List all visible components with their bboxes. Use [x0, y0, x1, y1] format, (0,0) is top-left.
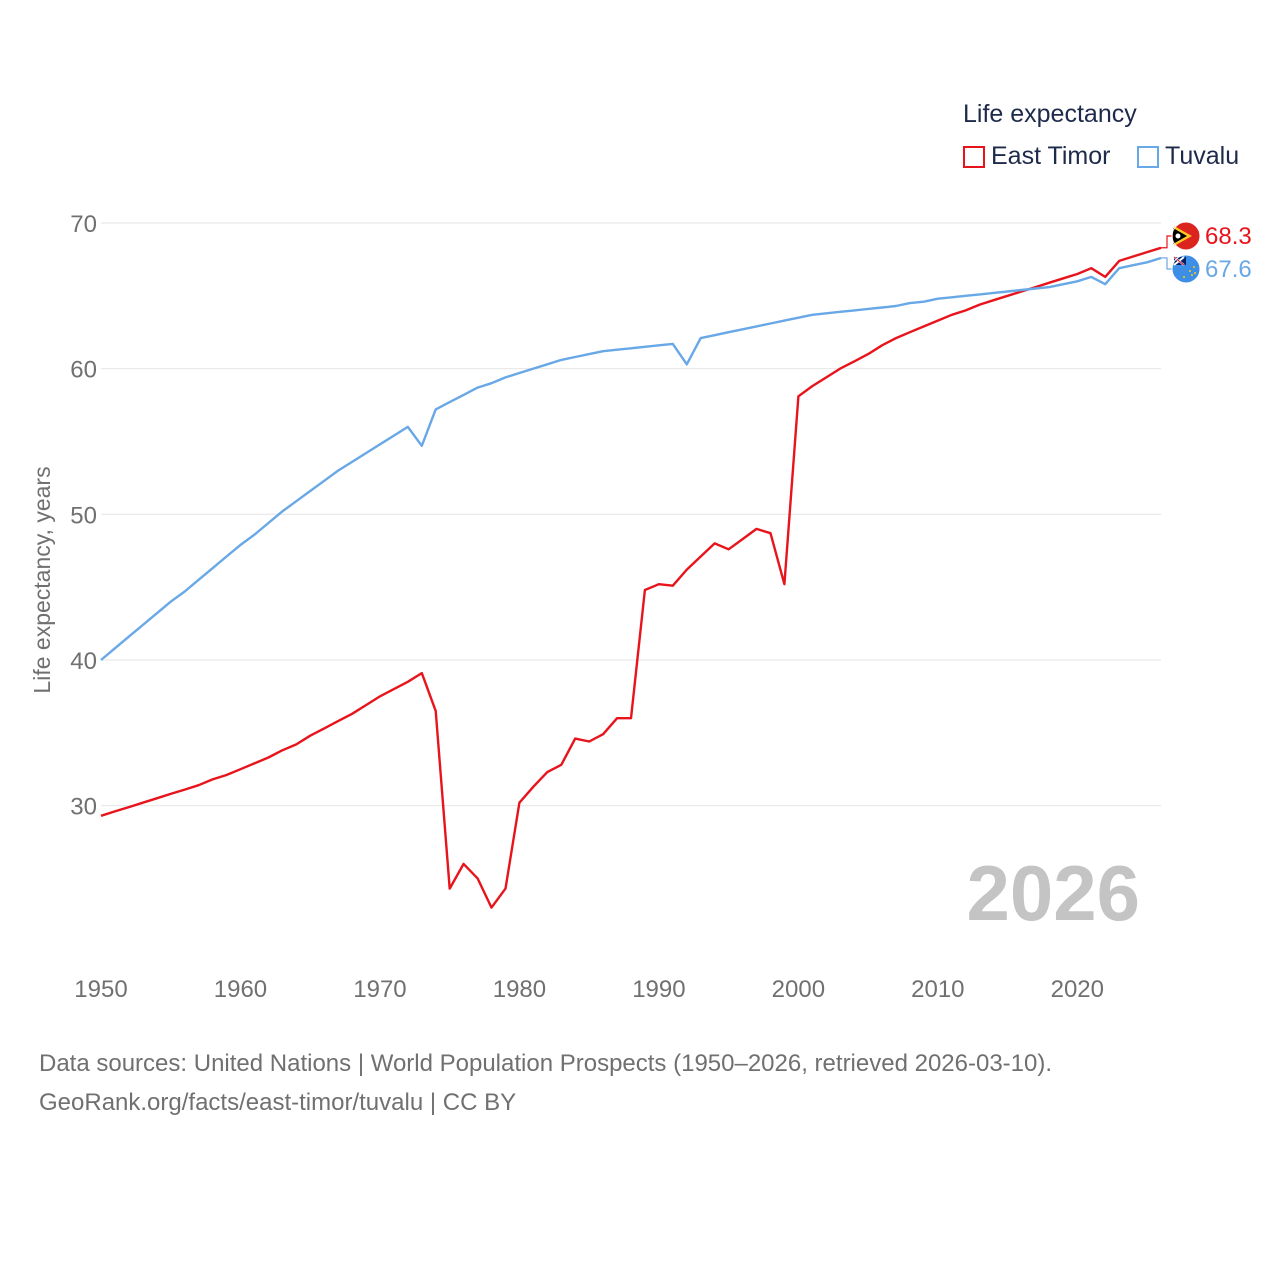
x-axis-ticks: 1950 1960 1970 1980 1990 2000 2010 2020	[74, 976, 1104, 1003]
y-tick-label: 70	[70, 211, 97, 238]
y-tick-label: 40	[70, 648, 97, 675]
series-line-east-timor	[100, 246, 1162, 909]
x-tick-label: 2020	[1051, 976, 1104, 1003]
tuvalu-flag-icon	[1171, 254, 1201, 284]
end-label-connector	[1161, 235, 1173, 249]
legend-swatch-tuvalu	[1137, 145, 1159, 168]
y-tick-label: 50	[70, 502, 97, 529]
x-tick-label: 1980	[493, 976, 546, 1003]
x-tick-label: 1990	[632, 976, 685, 1003]
x-tick-label: 2000	[772, 976, 825, 1003]
x-tick-label: 1950	[74, 976, 127, 1003]
footer-line-1: Data sources: United Nations | World Pop…	[39, 1050, 1053, 1077]
y-tick-label: 30	[70, 794, 97, 821]
legend-label-east-timor: East Timor	[991, 142, 1111, 170]
end-label-connector	[1161, 257, 1173, 270]
series-line-tuvalu	[100, 256, 1162, 661]
end-value-label: 68.3	[1205, 223, 1252, 250]
legend-title: Life expectancy	[963, 100, 1137, 128]
x-tick-label: 2010	[911, 976, 964, 1003]
end-labels: 68.3 67.6	[1161, 221, 1252, 284]
legend-item-east-timor[interactable]: East Timor	[963, 142, 1110, 171]
y-axis-ticks: 30 40 50 60 70	[70, 211, 97, 821]
series-lines	[100, 246, 1162, 909]
east-timor-flag-icon	[1171, 221, 1201, 251]
footer-line-2[interactable]: GeoRank.org/facts/east-timor/tuvalu | CC…	[39, 1089, 517, 1116]
year-watermark: 2026	[966, 849, 1140, 937]
x-tick-label: 1970	[353, 976, 406, 1003]
legend-item-tuvalu[interactable]: Tuvalu	[1137, 142, 1239, 171]
y-axis-label: Life expectancy, years	[29, 466, 55, 693]
data-source-footer: Data sources: United Nations | World Pop…	[39, 1044, 1052, 1122]
y-tick-label: 60	[70, 357, 97, 384]
x-tick-label: 1960	[214, 976, 267, 1003]
legend-swatch-east-timor	[963, 145, 985, 168]
end-value-label: 67.6	[1205, 256, 1252, 283]
legend-label-tuvalu: Tuvalu	[1165, 142, 1240, 170]
